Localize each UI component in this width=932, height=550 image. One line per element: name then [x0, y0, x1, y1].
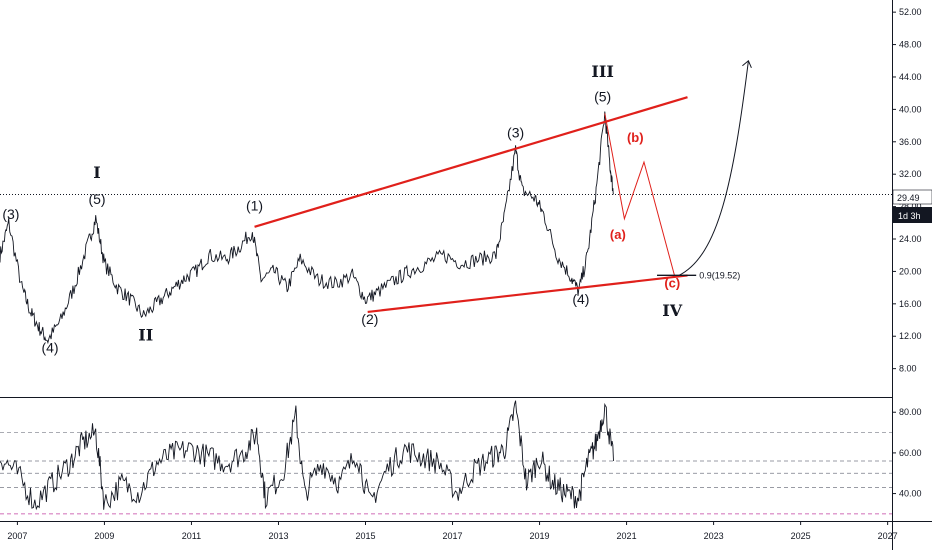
rally-arrow[interactable]	[678, 60, 749, 276]
current-price-badge-bg	[892, 189, 932, 205]
x-tick-label-3: 2013	[268, 531, 288, 541]
x-tick-label-0: 2007	[7, 531, 27, 541]
x-tick-label-7: 2021	[617, 531, 637, 541]
oscillator-levels	[0, 432, 892, 515]
x-tick-label-8: 2023	[704, 531, 724, 541]
wave-label-7: (3)	[507, 125, 524, 141]
y-tick-label-2: 16.00	[899, 299, 922, 309]
projection-path[interactable]	[604, 113, 675, 276]
rally-arrow-head	[742, 59, 752, 68]
osc-tick-label-0: 40.00	[899, 489, 922, 499]
interval-badge-text: 1d 3h	[898, 211, 921, 221]
interval-badge-bg	[893, 207, 932, 223]
wave-label-5: (1)	[246, 198, 263, 214]
time-axis[interactable]: 2007 2009 2011 2013 2015 2017 2019 2021 2023 2025…	[7, 521, 898, 541]
wave-label-8: (4)	[572, 291, 589, 307]
y-tick-label-10: 48.00	[899, 40, 922, 50]
y-tick-label-4: 24.00	[899, 234, 922, 244]
y-tick-label-9: 44.00	[899, 72, 922, 82]
oscillator-axis[interactable]: 40.00 60.00 80.00	[892, 407, 922, 499]
x-tick-label-9: 2025	[791, 531, 811, 541]
osc-tick-label-1: 60.00	[899, 448, 922, 458]
wave-label-11: (b)	[627, 130, 644, 145]
x-tick-label-5: 2017	[443, 531, 463, 541]
x-tick-label-6: 2019	[530, 531, 550, 541]
x-tick-label-2: 2011	[182, 531, 201, 541]
y-tick-label-5: 28.00	[899, 202, 922, 212]
y-tick-label-11: 52.00	[899, 7, 922, 17]
upper-trendline[interactable]	[254, 96, 688, 228]
lower-trendline[interactable]	[367, 274, 688, 314]
current-price-text: 29.49	[897, 193, 920, 203]
wave-label-12: (a)	[610, 227, 626, 242]
wave-labels: (3) (4) I (5) II (1) (2) (3) (4) III (5) (b) (a) (c) I…	[2, 62, 682, 355]
wave-label-9: III	[591, 62, 613, 81]
y-tick-label-1: 12.00	[899, 331, 922, 341]
y-tick-label-0: 8.00	[899, 364, 917, 374]
fib-level-label: 0.9(19.52)	[699, 270, 740, 280]
osc-tick-label-2: 80.00	[899, 407, 922, 417]
wave-label-0: (3)	[2, 206, 19, 222]
wave-label-14: IV	[662, 301, 682, 320]
wave-label-3: (5)	[88, 191, 105, 207]
y-tick-label-3: 20.00	[899, 266, 922, 276]
x-tick-label-1: 2009	[94, 531, 114, 541]
x-tick-label-4: 2015	[355, 531, 375, 541]
y-tick-label-8: 40.00	[899, 104, 922, 114]
oscillator-pane[interactable]	[0, 400, 892, 515]
wave-label-4: II	[138, 325, 153, 344]
price-series	[0, 111, 614, 345]
x-tick-label-10: 2027	[878, 531, 898, 541]
wave-label-6: (2)	[361, 311, 378, 327]
wave-label-1: (4)	[41, 339, 58, 355]
y-tick-label-7: 36.00	[899, 137, 922, 147]
current-price-badge: 29.49	[892, 189, 932, 205]
price-pane[interactable]: 0.9(19.52) (3) (4) I (5) II (1) (2) (3) (4) III (5…	[0, 59, 892, 356]
wave-label-13: (c)	[664, 276, 680, 291]
oscillator-series	[0, 400, 614, 511]
price-axis[interactable]: 8.00 12.00 16.00 20.00 24.00 28.00 32.00 36.00 4…	[892, 7, 922, 374]
wave-label-2: I	[93, 163, 100, 182]
interval-badge: 1d 3h	[893, 207, 932, 223]
y-tick-label-6: 32.00	[899, 169, 922, 179]
wave-label-10: (5)	[594, 88, 611, 104]
